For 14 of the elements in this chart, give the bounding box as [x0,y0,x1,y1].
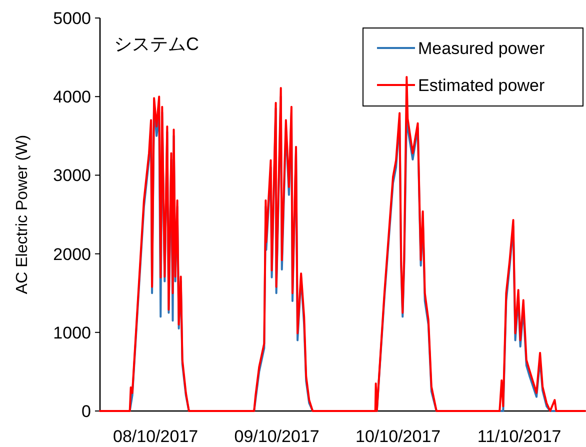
y-tick-label: 4000 [53,88,91,107]
x-tick-label: 11/10/2017 [477,427,562,446]
x-tick-label: 09/10/2017 [234,427,320,446]
y-tick-label: 3000 [53,166,91,186]
y-tick-label: 0 [82,402,91,421]
legend-label: Estimated power [418,76,545,95]
y-tick-label: 5000 [53,9,91,28]
y-tick-label: 2000 [53,244,91,264]
x-tick-label: 08/10/2017 [113,427,198,446]
y-axis-title: AC Electric Power (W) [14,134,31,294]
y-tick-label: 1000 [53,323,91,342]
legend-label: Measured power [418,39,545,58]
annotation: システムC [114,34,199,54]
x-tick-label: 10/10/2017 [356,427,441,446]
